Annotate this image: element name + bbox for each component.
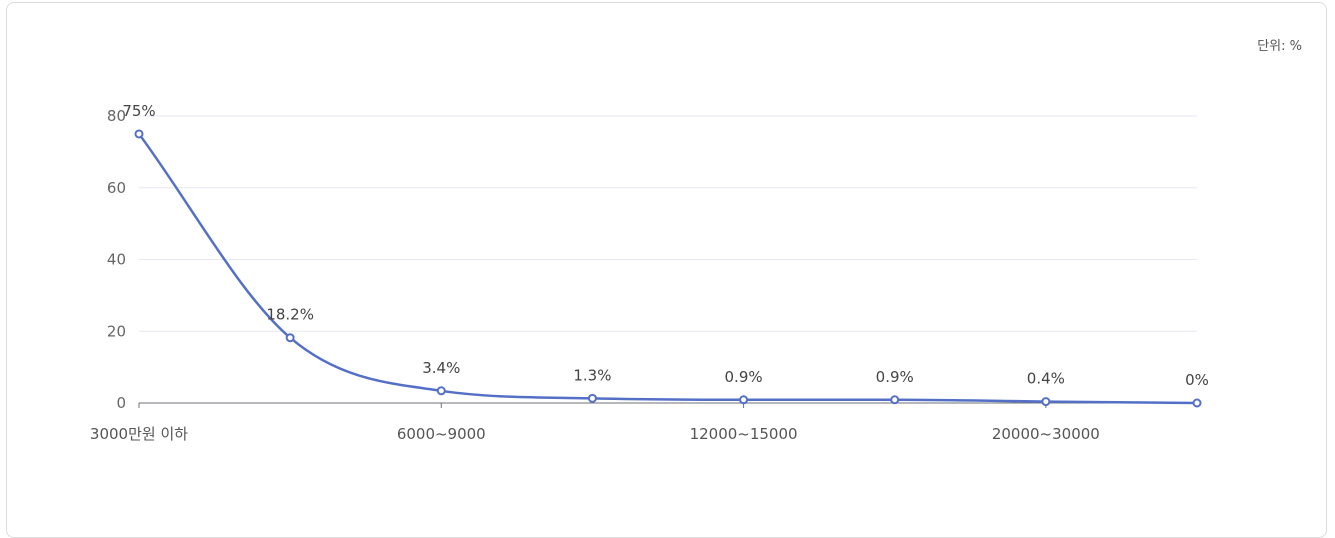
series-line-path xyxy=(137,133,1198,405)
unit-label: 단위: % xyxy=(1257,39,1302,54)
data-point xyxy=(436,386,446,396)
x-tick-label: 6000~9000 xyxy=(397,425,486,443)
y-tick-label: 0 xyxy=(116,394,126,412)
data-point xyxy=(285,333,295,343)
x-tick-label: 12000~15000 xyxy=(690,425,798,443)
data-point xyxy=(1041,397,1051,407)
y-tick-label: 40 xyxy=(107,251,126,269)
x-axis: 3000만원 이하 6000~9000 12000~15000 20000~30000 xyxy=(90,402,1197,443)
data-points xyxy=(134,129,1202,408)
data-label: 0.9% xyxy=(876,368,914,386)
data-point xyxy=(890,395,900,405)
y-tick-label: 20 xyxy=(107,322,126,340)
y-tick-label: 80 xyxy=(107,107,126,125)
x-tick-label: 20000~30000 xyxy=(992,425,1100,443)
data-labels: 75% 18.2% 3.4% 1.3% 0.9% 0.9% 0.4% 0% xyxy=(122,102,1209,389)
data-label: 3.4% xyxy=(422,359,460,377)
series-line xyxy=(137,133,1198,405)
data-label: 1.3% xyxy=(573,366,611,384)
data-point xyxy=(587,393,597,403)
data-label: 0% xyxy=(1185,371,1209,389)
data-label: 18.2% xyxy=(266,306,314,324)
data-label: 75% xyxy=(122,102,155,120)
y-axis-ticks: 0 20 40 60 80 xyxy=(107,107,126,412)
data-label: 0.4% xyxy=(1027,370,1065,388)
data-point xyxy=(739,395,749,405)
y-tick-label: 60 xyxy=(107,179,126,197)
chart-card xyxy=(6,2,1327,538)
x-tick-label: 3000만원 이하 xyxy=(90,425,188,443)
grid-lines xyxy=(139,115,1197,332)
data-point xyxy=(1192,398,1202,408)
data-label: 0.9% xyxy=(725,368,763,386)
data-point xyxy=(134,129,144,139)
